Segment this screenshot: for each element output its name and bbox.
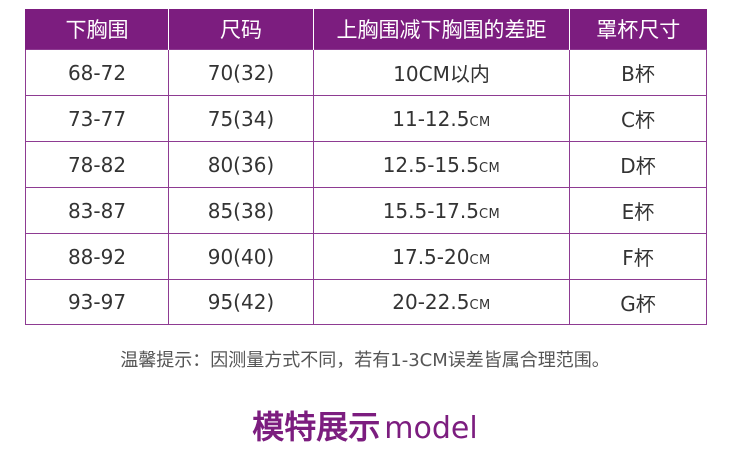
cup-cell: F杯	[569, 233, 707, 280]
section-title-zh: 模特展示	[252, 408, 381, 446]
under-bust-cell: 93-97	[25, 279, 169, 325]
unit-label: CM	[478, 206, 501, 222]
difference-value: 10CM以内	[393, 62, 490, 86]
size-chart-table: 下胸围 尺码 上胸围减下胸围的差距 罩杯尺寸 68-72 70(32) 10CM…	[25, 9, 707, 325]
cup-cell: G杯	[569, 279, 707, 325]
difference-cell: 10CM以内	[313, 49, 570, 96]
unit-label: CM	[469, 252, 491, 268]
measurement-note: 温馨提示：因测量方式不同，若有1-3CM误差皆属合理范围。	[120, 350, 610, 371]
under-bust-cell: 78-82	[25, 141, 169, 188]
table-row: 73-77 75(34) 11-12.5CM C杯	[25, 95, 707, 142]
section-title-en: model	[384, 411, 478, 446]
size-cell: 75(34)	[168, 95, 314, 142]
table-row: 83-87 85(38) 15.5-17.5CM E杯	[25, 187, 707, 234]
under-bust-cell: 68-72	[25, 49, 169, 96]
table-row: 78-82 80(36) 12.5-15.5CM D杯	[25, 141, 707, 188]
difference-cell: 17.5-20CM	[313, 233, 570, 280]
under-bust-cell: 83-87	[25, 187, 169, 234]
size-cell: 80(36)	[168, 141, 314, 188]
difference-cell: 11-12.5CM	[313, 95, 570, 142]
cup-cell: D杯	[569, 141, 707, 188]
header-size: 尺码	[168, 9, 314, 50]
under-bust-cell: 88-92	[25, 233, 169, 280]
size-cell: 85(38)	[168, 187, 314, 234]
table-header-row: 下胸围 尺码 上胸围减下胸围的差距 罩杯尺寸	[25, 9, 707, 50]
difference-value: 11-12.5	[392, 106, 470, 131]
header-cup-size: 罩杯尺寸	[569, 9, 707, 50]
difference-value: 12.5-15.5	[382, 152, 479, 177]
size-cell: 95(42)	[168, 279, 314, 325]
table-row: 93-97 95(42) 20-22.5CM G杯	[25, 279, 707, 325]
difference-value: 15.5-17.5	[382, 198, 479, 223]
unit-label: CM	[469, 114, 491, 130]
cup-cell: C杯	[569, 95, 707, 142]
unit-label: CM	[469, 298, 491, 313]
difference-cell: 20-22.5CM	[313, 279, 570, 325]
difference-cell: 15.5-17.5CM	[313, 187, 570, 234]
difference-cell: 12.5-15.5CM	[313, 141, 570, 188]
difference-value: 17.5-20	[392, 244, 470, 269]
table-row: 68-72 70(32) 10CM以内 B杯	[25, 49, 707, 96]
under-bust-cell: 73-77	[25, 95, 169, 142]
section-title: 模特展示 model	[0, 402, 730, 448]
cup-cell: E杯	[569, 187, 707, 234]
header-under-bust: 下胸围	[25, 9, 169, 50]
size-cell: 90(40)	[168, 233, 314, 280]
unit-label: CM	[478, 160, 501, 176]
size-cell: 70(32)	[168, 49, 314, 96]
header-bust-difference: 上胸围减下胸围的差距	[313, 9, 570, 50]
difference-value: 20-22.5	[392, 290, 470, 314]
table-row: 88-92 90(40) 17.5-20CM F杯	[25, 233, 707, 280]
cup-cell: B杯	[569, 49, 707, 96]
